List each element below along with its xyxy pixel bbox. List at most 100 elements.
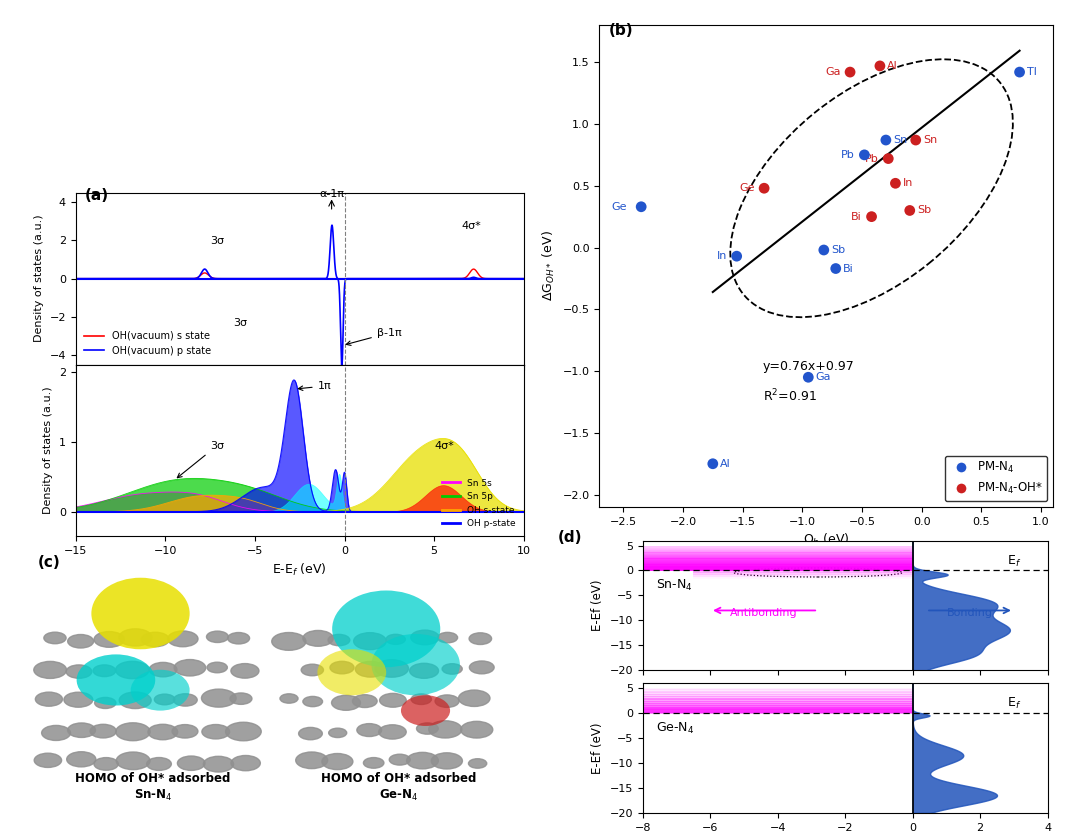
Ellipse shape bbox=[333, 591, 441, 667]
Circle shape bbox=[435, 695, 459, 707]
Circle shape bbox=[355, 661, 386, 677]
Text: Al: Al bbox=[720, 458, 731, 468]
Legend: OH(vacuum) s state, OH(vacuum) p state: OH(vacuum) s state, OH(vacuum) p state bbox=[81, 327, 215, 360]
Circle shape bbox=[68, 723, 95, 737]
Y-axis label: E-Ef (eV): E-Ef (eV) bbox=[591, 580, 604, 631]
Circle shape bbox=[90, 724, 117, 738]
Circle shape bbox=[148, 724, 178, 740]
Ellipse shape bbox=[92, 577, 190, 649]
Circle shape bbox=[330, 661, 354, 674]
Text: 1π: 1π bbox=[298, 381, 332, 391]
Circle shape bbox=[328, 728, 347, 737]
Circle shape bbox=[322, 753, 353, 769]
Circle shape bbox=[172, 725, 198, 738]
Point bbox=[872, 59, 889, 73]
Point bbox=[863, 210, 880, 224]
Circle shape bbox=[177, 756, 205, 770]
Text: 3σ: 3σ bbox=[210, 236, 224, 246]
Circle shape bbox=[437, 633, 458, 643]
Circle shape bbox=[68, 634, 94, 648]
Text: 4σ*: 4σ* bbox=[461, 221, 481, 231]
Ellipse shape bbox=[131, 670, 190, 711]
Text: Tl: Tl bbox=[1027, 67, 1037, 77]
Circle shape bbox=[469, 758, 487, 768]
Circle shape bbox=[141, 632, 170, 647]
Text: Al: Al bbox=[887, 61, 897, 71]
Point bbox=[841, 65, 859, 79]
Text: (d): (d) bbox=[558, 530, 583, 545]
Circle shape bbox=[379, 725, 406, 739]
Circle shape bbox=[352, 695, 377, 707]
Circle shape bbox=[406, 753, 438, 769]
Text: Pb: Pb bbox=[841, 150, 855, 160]
Point bbox=[1011, 65, 1028, 79]
Circle shape bbox=[280, 694, 298, 703]
Circle shape bbox=[356, 723, 381, 737]
Text: (b): (b) bbox=[609, 23, 634, 38]
Circle shape bbox=[44, 632, 66, 644]
Circle shape bbox=[94, 758, 119, 770]
Circle shape bbox=[66, 665, 92, 678]
Text: E$_f$: E$_f$ bbox=[1007, 553, 1022, 569]
Circle shape bbox=[328, 634, 350, 646]
Circle shape bbox=[231, 756, 260, 771]
Circle shape bbox=[202, 689, 237, 707]
Circle shape bbox=[116, 723, 150, 741]
Circle shape bbox=[116, 661, 149, 679]
Circle shape bbox=[389, 754, 410, 765]
Circle shape bbox=[149, 662, 177, 677]
Text: Ge-N$_4$: Ge-N$_4$ bbox=[657, 721, 694, 736]
Text: β-1π: β-1π bbox=[347, 328, 402, 345]
Legend: PM-N$_4$, PM-N$_4$-OH*: PM-N$_4$, PM-N$_4$-OH* bbox=[945, 456, 1048, 501]
Circle shape bbox=[353, 633, 387, 649]
Text: Sn-N$_4$: Sn-N$_4$ bbox=[657, 578, 693, 593]
Text: (c): (c) bbox=[38, 556, 60, 571]
Circle shape bbox=[409, 664, 438, 678]
Point bbox=[877, 133, 894, 147]
Y-axis label: Density of states (a.u.): Density of states (a.u.) bbox=[33, 215, 44, 343]
Text: 4σ*: 4σ* bbox=[434, 441, 454, 451]
Point bbox=[827, 261, 845, 275]
Circle shape bbox=[147, 758, 172, 770]
Circle shape bbox=[203, 757, 233, 772]
Circle shape bbox=[442, 664, 462, 674]
Circle shape bbox=[206, 631, 228, 643]
Text: Ga: Ga bbox=[825, 67, 840, 77]
Point bbox=[907, 133, 924, 147]
Circle shape bbox=[429, 721, 462, 738]
Point bbox=[887, 177, 904, 190]
Text: Bonding: Bonding bbox=[947, 608, 993, 618]
Circle shape bbox=[410, 630, 438, 644]
Circle shape bbox=[459, 690, 490, 706]
Circle shape bbox=[154, 694, 175, 705]
Circle shape bbox=[332, 696, 361, 711]
Text: Bi: Bi bbox=[842, 263, 853, 273]
Ellipse shape bbox=[372, 634, 460, 696]
Point bbox=[756, 182, 773, 195]
Text: Sb: Sb bbox=[831, 245, 845, 255]
Circle shape bbox=[117, 752, 150, 769]
Legend: Sn 5s, Sn 5p, OH s-state, OH p-state: Sn 5s, Sn 5p, OH s-state, OH p-state bbox=[438, 475, 519, 532]
Text: Antibonding: Antibonding bbox=[730, 608, 798, 618]
Circle shape bbox=[231, 664, 259, 678]
Text: HOMO of OH* adsorbed
Sn-N$_4$: HOMO of OH* adsorbed Sn-N$_4$ bbox=[76, 773, 230, 803]
Text: In: In bbox=[717, 251, 727, 261]
Text: HOMO of OH* adsorbed
Ge-N$_4$: HOMO of OH* adsorbed Ge-N$_4$ bbox=[321, 773, 476, 803]
Circle shape bbox=[230, 693, 252, 705]
Text: Sn: Sn bbox=[893, 135, 907, 145]
Y-axis label: E-Ef (eV): E-Ef (eV) bbox=[591, 722, 604, 773]
Circle shape bbox=[301, 665, 324, 675]
Point bbox=[633, 200, 650, 214]
Circle shape bbox=[469, 633, 491, 644]
Text: Sb: Sb bbox=[917, 205, 931, 215]
Text: 3σ: 3σ bbox=[233, 318, 247, 328]
Point bbox=[901, 204, 918, 217]
Point bbox=[728, 250, 745, 263]
Point bbox=[815, 243, 833, 256]
Text: y=0.76x+0.97: y=0.76x+0.97 bbox=[762, 360, 854, 373]
X-axis label: E-E$_f$ (eV): E-E$_f$ (eV) bbox=[272, 561, 327, 577]
Circle shape bbox=[431, 753, 462, 769]
Text: Ge: Ge bbox=[611, 202, 626, 212]
Circle shape bbox=[64, 692, 93, 707]
Circle shape bbox=[386, 634, 405, 644]
